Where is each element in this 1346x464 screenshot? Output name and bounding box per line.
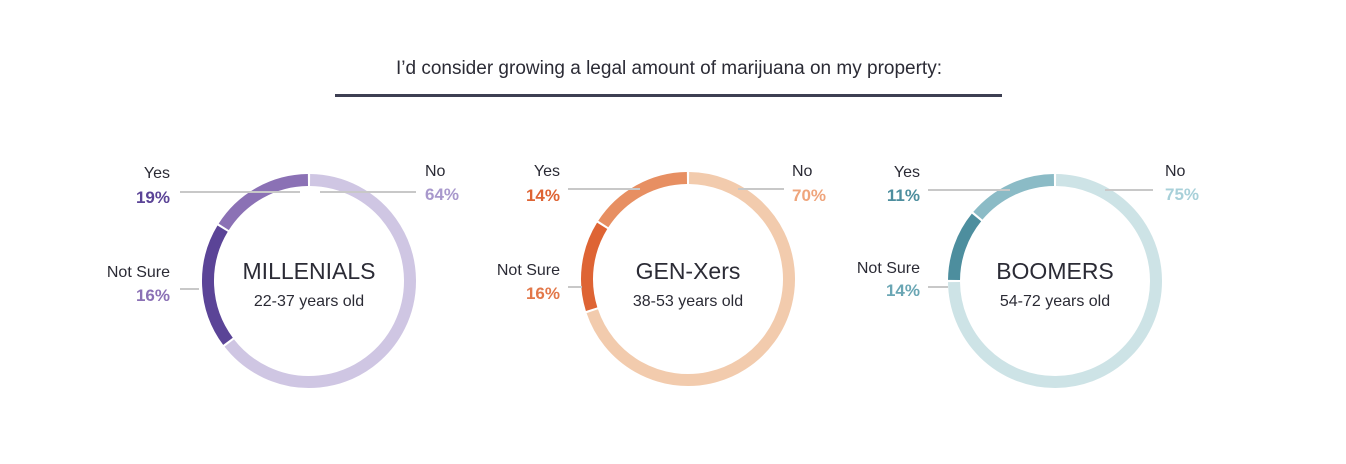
group-age-range: 38-53 years old — [633, 293, 743, 310]
group-age-range: 22-37 years old — [254, 293, 364, 310]
label-yes: Yes — [534, 163, 560, 180]
label-no: No — [792, 163, 813, 180]
label-no: No — [425, 163, 446, 180]
value-not-sure: 16% — [526, 284, 560, 303]
value-yes: 14% — [526, 186, 560, 205]
value-no: 75% — [1165, 185, 1199, 204]
slice-no — [224, 174, 416, 388]
group-name: BOOMERS — [996, 258, 1114, 284]
value-yes: 19% — [136, 188, 170, 207]
slice-not-sure — [598, 172, 688, 228]
value-not-sure: 14% — [886, 281, 920, 300]
slice-not-sure — [218, 174, 309, 231]
slice-no — [586, 172, 796, 386]
chart-title: I’d consider growing a legal amount of m… — [395, 58, 942, 79]
title-underline — [335, 94, 1002, 97]
group-name: GEN-Xers — [636, 258, 741, 284]
value-no: 64% — [425, 185, 459, 204]
value-yes: 11% — [887, 186, 920, 205]
label-yes: Yes — [144, 165, 170, 182]
label-yes: Yes — [894, 164, 920, 181]
value-no: 70% — [792, 186, 826, 205]
label-not-sure: Not Sure — [497, 262, 560, 279]
label-not-sure: Not Sure — [857, 260, 920, 277]
value-not-sure: 16% — [136, 286, 170, 305]
donut-millenials: Yes 19% No 64% Not Sure 16% MILLENIALS 2… — [107, 163, 459, 388]
group-name: MILLENIALS — [243, 258, 376, 284]
label-not-sure: Not Sure — [107, 264, 170, 281]
slice-yes — [581, 222, 608, 311]
slice-not-sure — [973, 174, 1055, 220]
label-no: No — [1165, 163, 1186, 180]
donut-gen-xers: Yes 14% No 70% Not Sure 16% GEN-Xers 38-… — [497, 163, 826, 386]
slice-yes — [948, 213, 982, 281]
donut-boomers: Yes 11% No 75% Not Sure 14% BOOMERS 54-7… — [857, 163, 1199, 388]
slice-no — [948, 174, 1162, 388]
slice-yes — [202, 225, 233, 345]
group-age-range: 54-72 years old — [1000, 293, 1110, 310]
